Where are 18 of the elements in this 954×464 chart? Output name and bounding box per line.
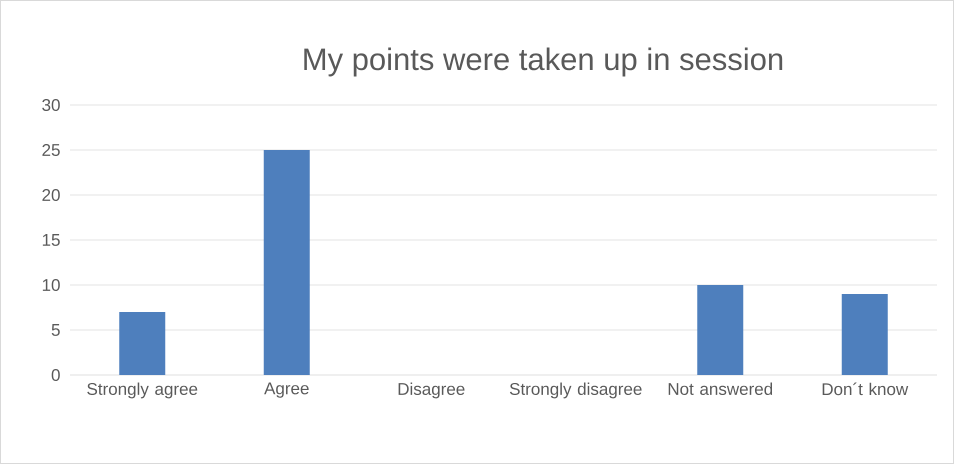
x-tick-label: Disagree	[398, 382, 465, 398]
x-tick-label: Not answered	[668, 382, 772, 396]
y-tick-label: 20	[42, 188, 60, 202]
y-tick-label: 10	[42, 278, 60, 292]
y-tick-label: 25	[42, 144, 60, 156]
bar	[842, 294, 888, 375]
x-tick-label: Agree	[264, 382, 309, 398]
bar	[697, 285, 744, 375]
bar	[264, 150, 310, 375]
y-tick-label: 5	[52, 324, 60, 336]
y-tick-label: 0	[52, 368, 60, 382]
chart-title: My points were taken up in session	[304, 48, 782, 76]
y-tick-label: 30	[42, 98, 60, 112]
x-tick-label: Strongly agree	[87, 382, 198, 398]
y-tick-label: 15	[42, 234, 60, 246]
x-tick-label: Strongly disagree	[510, 382, 642, 398]
bar	[119, 312, 166, 375]
x-tick-label: Don´t know	[822, 382, 908, 396]
